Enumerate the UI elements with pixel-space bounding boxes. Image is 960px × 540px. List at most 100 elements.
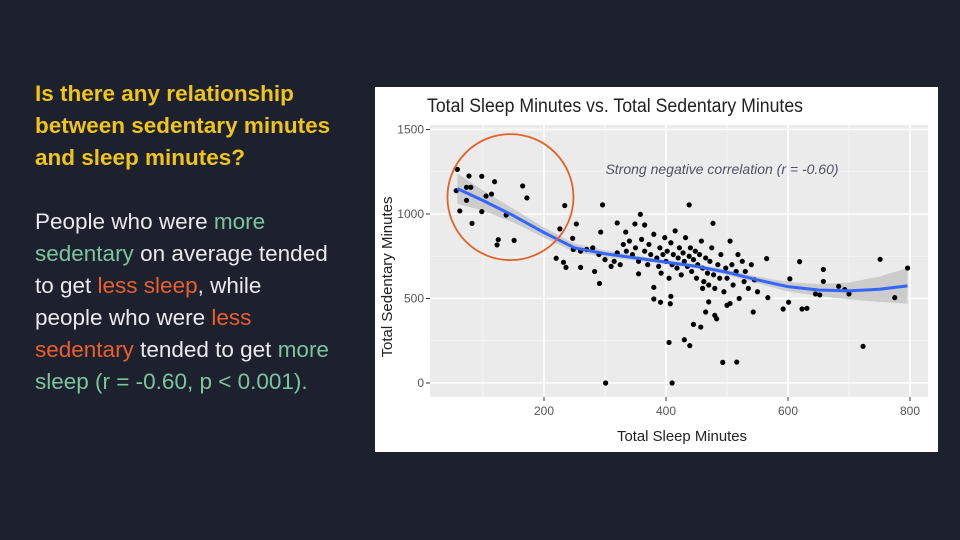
data-point [734, 359, 740, 365]
body-text-segment: on average tended to get [35, 241, 328, 298]
x-tick-label: 600 [778, 404, 798, 418]
data-point [520, 183, 526, 189]
x-axis-label: Total Sleep Minutes [617, 428, 747, 445]
data-point [562, 202, 568, 209]
x-tick-label: 400 [656, 404, 676, 418]
data-point [578, 264, 584, 271]
data-point [700, 285, 706, 291]
data-point [727, 300, 733, 307]
chart-svg: 200 400 600 800 0 500 1000 1500 Total Sleep Min… [379, 96, 928, 445]
body-text-segment: less sleep [97, 273, 198, 298]
data-point [651, 284, 657, 290]
data-point [645, 262, 651, 268]
data-point [598, 229, 604, 235]
data-point [611, 258, 617, 264]
data-point [672, 228, 678, 234]
data-point [710, 220, 716, 226]
smooth-line [456, 187, 908, 293]
data-point [623, 248, 629, 254]
data-point [557, 226, 563, 232]
data-point [787, 276, 793, 282]
data-point [553, 255, 559, 261]
body-text-segment: tended to get [133, 337, 278, 362]
data-point [573, 221, 579, 227]
data-point [729, 262, 735, 268]
data-point [666, 339, 672, 346]
data-point [678, 272, 684, 278]
data-point [651, 231, 657, 237]
scatter-chart: 200 400 600 800 0 500 1000 1500 Total Sleep Min… [375, 87, 938, 452]
data-point [637, 211, 643, 217]
x-tick-label: 200 [534, 404, 554, 418]
data-point [701, 279, 707, 285]
highlight-circle [446, 133, 575, 261]
data-point [727, 238, 733, 244]
data-point [483, 193, 489, 199]
data-point [698, 324, 704, 330]
data-point [717, 275, 723, 281]
data-point [603, 380, 609, 386]
data-point [617, 262, 623, 268]
data-point [468, 184, 474, 190]
data-point [739, 258, 745, 264]
data-point [608, 263, 614, 269]
data-point [674, 265, 680, 271]
data-point [765, 295, 771, 301]
data-point [877, 256, 883, 262]
data-point [642, 248, 648, 254]
data-point [463, 197, 470, 203]
data-point [635, 271, 642, 277]
data-point [714, 316, 720, 322]
body-text-segment: more sedentary [35, 209, 266, 266]
data-point [494, 242, 500, 248]
data-point [735, 251, 741, 258]
data-point [469, 220, 475, 226]
data-point [632, 245, 639, 251]
data-point [666, 275, 672, 281]
data-point [736, 295, 742, 302]
data-point [669, 380, 675, 386]
data-point [754, 289, 761, 295]
data-point [686, 202, 692, 208]
data-point [718, 251, 724, 258]
slide-question: Is there any relationship between sedent… [35, 81, 331, 170]
data-point [712, 285, 718, 291]
data-point [463, 184, 470, 190]
data-point [592, 268, 598, 275]
data-point [626, 238, 632, 244]
data-point [892, 295, 898, 301]
data-point [690, 321, 697, 327]
data-point [820, 266, 826, 273]
data-point [796, 259, 803, 265]
x-tick-label: 800 [900, 404, 920, 418]
data-point [724, 275, 730, 281]
data-point [664, 248, 670, 254]
data-point [682, 235, 689, 241]
data-point [696, 251, 703, 258]
data-point [632, 221, 638, 227]
data-point [660, 251, 666, 258]
data-point [704, 270, 711, 276]
body-text-segment: less sedentary [35, 305, 252, 362]
data-point [614, 220, 620, 226]
body-text-segment: People who were [35, 209, 214, 234]
y-tick-label: 1000 [397, 207, 424, 221]
data-point [723, 265, 729, 271]
chart-title: Total Sleep Minutes vs. Total Sedentary … [427, 96, 803, 117]
data-point [680, 250, 686, 256]
data-point [745, 285, 751, 291]
data-point [687, 343, 693, 349]
data-point [780, 306, 786, 312]
data-point [658, 270, 664, 276]
data-point [846, 291, 852, 297]
plot-panel [430, 125, 928, 397]
body-text-segment: more sleep (r = -0.60, p < 0.001). [35, 337, 329, 394]
data-point [692, 248, 698, 254]
data-point [657, 299, 664, 305]
data-point [687, 245, 693, 251]
data-point [488, 191, 495, 197]
slide-body: People who were more sedentary on averag… [35, 206, 335, 398]
data-point [820, 278, 826, 285]
data-point [742, 268, 748, 275]
data-point [703, 255, 709, 261]
